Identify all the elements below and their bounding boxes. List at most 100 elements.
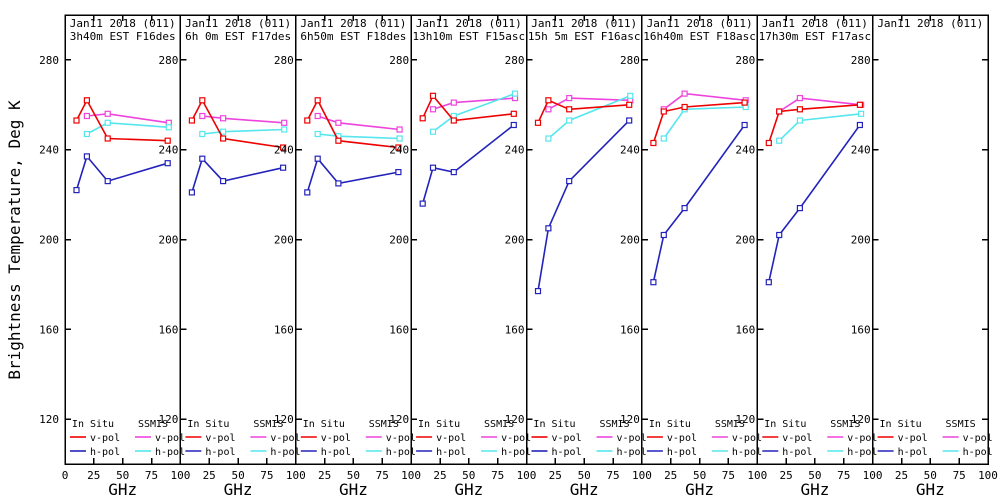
- series-in_situ_h_pol-line: [652, 124, 746, 283]
- y-tick-label: 280: [851, 54, 871, 67]
- legend-label: h-pol: [205, 447, 235, 458]
- x-tick-label: 100: [632, 469, 652, 482]
- y-tick-label: 240: [159, 144, 179, 157]
- series-in_situ_v_pol-line: [768, 104, 860, 144]
- y-tick-label: 280: [389, 54, 409, 67]
- x-tick-label: 25: [318, 469, 331, 482]
- panel-title: Jan11 2018 (011): [762, 17, 868, 30]
- panel-title: Jan11 2018 (011): [877, 17, 983, 30]
- in_situ_v_pol-marker: [429, 92, 437, 99]
- ssmis_v_pol-marker: [396, 126, 403, 133]
- series-in_situ_h_pol-line: [537, 119, 630, 292]
- series-in_situ_v_pol-line: [75, 98, 168, 142]
- x-tick-label: 100: [747, 469, 767, 482]
- legend-label: h-pol: [386, 447, 416, 458]
- ssmis_h_pol-marker: [199, 130, 206, 138]
- series-ssmis_h_pol-line: [778, 113, 862, 142]
- y-tick-label: 120: [735, 413, 755, 426]
- in_situ_h_pol-marker: [188, 189, 195, 196]
- in_situ_h_pol-marker: [220, 178, 227, 185]
- panel-3: 120 160 200 240 280 25 50 75 100 GHz Jan11 2018 (0…: [389, 14, 537, 499]
- y-tick-label: 240: [389, 144, 409, 157]
- panel-subtitle: 17h30m EST F17asc: [759, 30, 872, 43]
- legend-header: In Situ: [418, 419, 460, 430]
- legend-label: h-pol: [732, 447, 762, 458]
- ssmis_v_pol-marker: [83, 112, 91, 120]
- legend-label: v-pol: [436, 433, 466, 444]
- legend-label: v-pol: [667, 433, 697, 444]
- panel-title: Jan11 2018 (011): [70, 17, 176, 30]
- in_situ_v_pol-marker: [188, 117, 195, 124]
- series-ssmis_h_pol-line: [317, 133, 400, 140]
- x-tick-label: 50: [578, 469, 591, 482]
- x-tick-label: 25: [87, 469, 100, 482]
- y-tick-label: 240: [851, 144, 871, 157]
- panel-title: Jan11 2018 (011): [185, 17, 291, 30]
- legend-label: v-pol: [782, 433, 812, 444]
- x-tick-label: 100: [401, 469, 421, 482]
- legend-label: h-pol: [270, 447, 300, 458]
- x-axis-title: GHz: [454, 480, 483, 499]
- x-tick-label: 75: [491, 469, 504, 482]
- y-tick-label: 120: [39, 413, 59, 426]
- in_situ_h_pol-marker: [776, 231, 783, 239]
- ssmis_h_pol-marker: [104, 119, 111, 126]
- in_situ_v_pol-marker: [73, 117, 80, 124]
- legend-label: h-pol: [501, 447, 531, 458]
- in_situ_v_pol-marker: [856, 101, 864, 108]
- x-tick-label: 25: [549, 469, 562, 482]
- panel-subtitle: 13h10m EST F15asc: [413, 30, 526, 43]
- legend-header: SSMIS: [369, 419, 399, 430]
- panel-subtitle: 6h 0m EST F17des: [185, 30, 291, 43]
- y-tick-label: 160: [39, 323, 59, 336]
- x-axis-title: GHz: [916, 480, 945, 499]
- in_situ_h_pol-marker: [335, 180, 342, 187]
- in_situ_v_pol-marker: [220, 135, 227, 142]
- ssmis_v_pol-marker: [314, 112, 321, 120]
- y-tick-label: 160: [505, 323, 525, 336]
- panel-title: Jan11 2018 (011): [531, 17, 637, 30]
- ssmis_h_pol-marker: [511, 90, 519, 97]
- y-tick-label: 200: [851, 234, 871, 247]
- legend-label: v-pol: [847, 433, 877, 444]
- legend-header: SSMIS: [253, 419, 283, 430]
- legend-header: In Situ: [72, 419, 114, 430]
- legend-label: h-pol: [847, 447, 877, 458]
- series-ssmis_v_pol-line: [432, 97, 516, 111]
- legend-label: h-pol: [436, 447, 466, 458]
- ssmis_h_pol-marker: [776, 137, 783, 144]
- ssmis_h_pol-marker: [566, 117, 573, 124]
- in_situ_h_pol-marker: [314, 155, 321, 162]
- in_situ_h_pol-marker: [280, 164, 287, 171]
- x-tick-label: 50: [347, 469, 360, 482]
- ssmis_h_pol-marker: [396, 135, 403, 142]
- x-tick-label: 75: [837, 469, 850, 482]
- y-tick-label: 240: [274, 144, 294, 157]
- x-tick-label: 50: [693, 469, 706, 482]
- in_situ_v_pol-marker: [419, 115, 426, 122]
- in_situ_v_pol-marker: [510, 110, 517, 117]
- in_situ_v_pol-marker: [741, 99, 748, 106]
- x-tick-label: 100: [978, 469, 998, 482]
- legend-header: In Situ: [533, 419, 575, 430]
- panel-1: 120 160 200 240 280 25 50 75 100 GHz Jan11 2018 (0…: [159, 14, 306, 499]
- panel-6: 120 160 200 240 280 25 50 75 100 GHz Jan11 2018 (0…: [735, 14, 883, 499]
- x-tick-label: 50: [462, 469, 475, 482]
- y-tick-label: 120: [274, 413, 294, 426]
- ssmis_h_pol-marker: [429, 128, 437, 135]
- in_situ_v_pol-marker: [83, 97, 91, 104]
- ssmis_v_pol-marker: [566, 94, 573, 102]
- ssmis_v_pol-marker: [450, 99, 457, 106]
- series-in_situ_h_pol-line: [191, 157, 284, 193]
- x-tick-label: 100: [286, 469, 306, 482]
- x-tick-label: 100: [517, 469, 537, 482]
- y-tick-label: 120: [159, 413, 179, 426]
- in_situ_v_pol-marker: [681, 103, 688, 111]
- panel-subtitle: 15h 5m EST F16asc: [528, 30, 641, 43]
- y-tick-label: 240: [620, 144, 640, 157]
- ssmis_h_pol-marker: [660, 135, 667, 142]
- x-tick-label: 75: [722, 469, 735, 482]
- legend-header: In Situ: [187, 419, 229, 430]
- legend-label: h-pol: [667, 447, 697, 458]
- ssmis_v_pol-marker: [545, 106, 552, 113]
